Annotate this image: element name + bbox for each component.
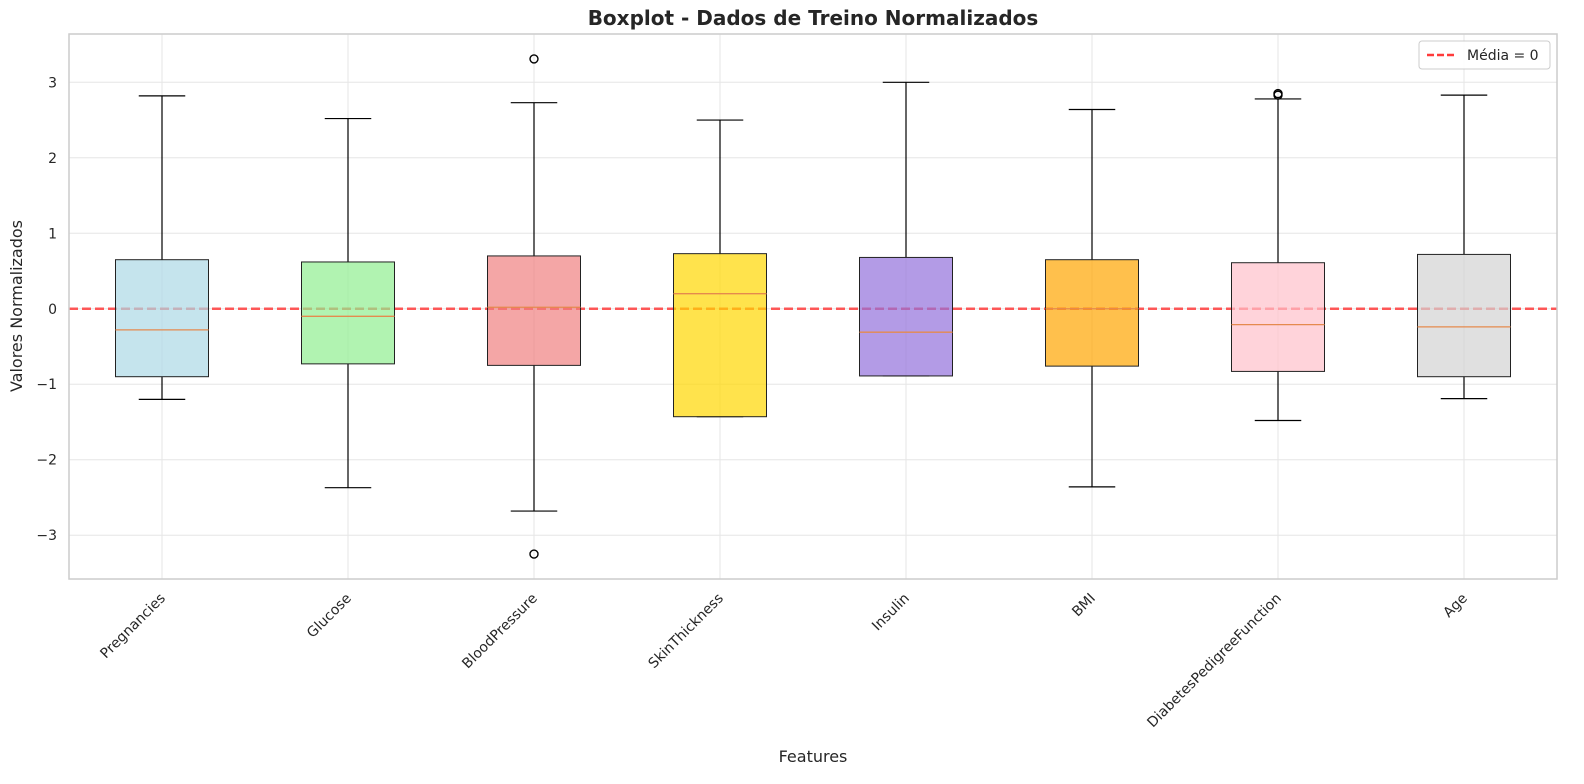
box-group	[115, 95, 209, 400]
y-tick-label: 3	[48, 75, 57, 91]
box-iqr	[1417, 253, 1511, 378]
box-group	[1417, 94, 1511, 400]
y-axis-label: Valores Normalizados	[7, 220, 26, 392]
plot-frame	[68, 33, 1558, 580]
chart-title: Boxplot - Dados de Treino Normalizados	[588, 6, 1039, 30]
box-iqr	[301, 261, 395, 365]
outlier-point	[1273, 88, 1283, 99]
legend: Média = 0	[1418, 40, 1551, 70]
box-iqr	[1045, 259, 1139, 367]
y-tick-label: −1	[36, 377, 57, 393]
outlier-point	[529, 549, 539, 559]
boxes-layer	[115, 54, 1511, 559]
outlier-point	[529, 54, 539, 64]
y-tick-label: 0	[48, 302, 57, 318]
box-group	[1231, 88, 1325, 422]
box-group	[1045, 108, 1139, 488]
legend-box	[1418, 40, 1551, 70]
y-tick-label: −3	[36, 528, 57, 544]
legend-entry-label: Média = 0	[1467, 48, 1539, 64]
box-iqr	[1231, 262, 1325, 372]
box-group	[859, 81, 953, 377]
y-tick-label: −2	[36, 453, 57, 469]
box-iqr	[115, 259, 209, 378]
box-iqr	[487, 255, 581, 366]
y-tick-labels: −3 −2 −1 0 1 2 3	[36, 75, 57, 544]
y-tick-label: 1	[48, 226, 57, 242]
box-group	[673, 119, 767, 418]
box-group	[301, 117, 395, 489]
plot-area	[69, 34, 1557, 579]
y-tick-label: 2	[48, 151, 57, 167]
box-group	[487, 54, 581, 559]
x-axis-label: Features	[779, 747, 848, 766]
box-iqr	[859, 256, 953, 377]
box-iqr	[673, 253, 767, 418]
